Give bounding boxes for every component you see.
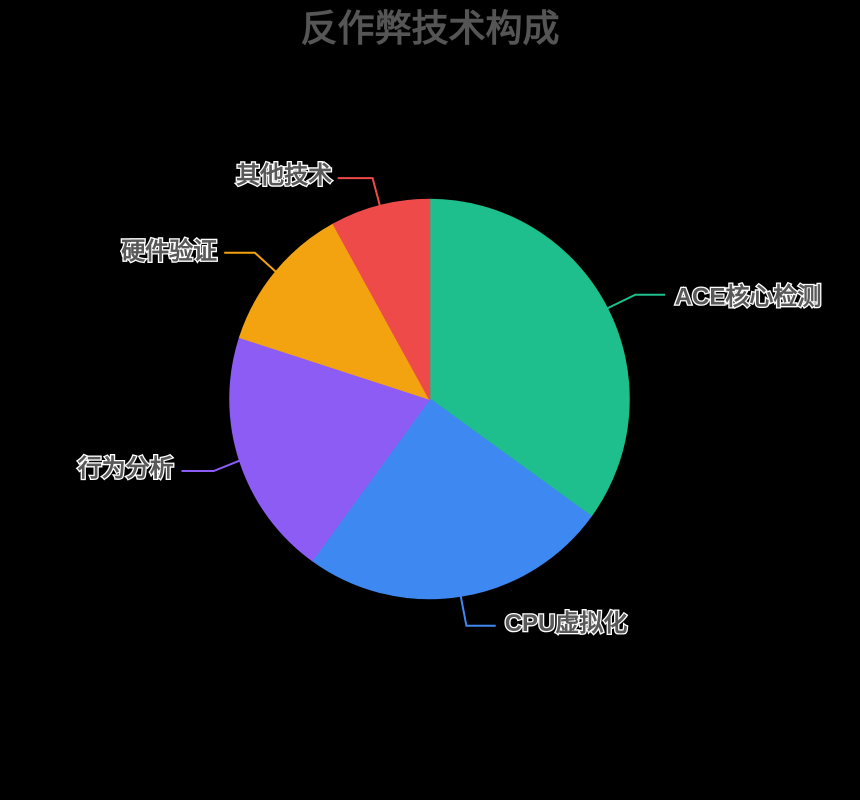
svg-text:其他技术: 其他技术 [236,162,332,189]
svg-text:硬件验证: 硬件验证 [121,237,217,265]
svg-text:行为分析: 行为分析 [77,454,174,482]
svg-text:ACE核心检测: ACE核心检测 [675,283,822,311]
svg-text:CPU虚拟化: CPU虚拟化 [505,609,628,637]
